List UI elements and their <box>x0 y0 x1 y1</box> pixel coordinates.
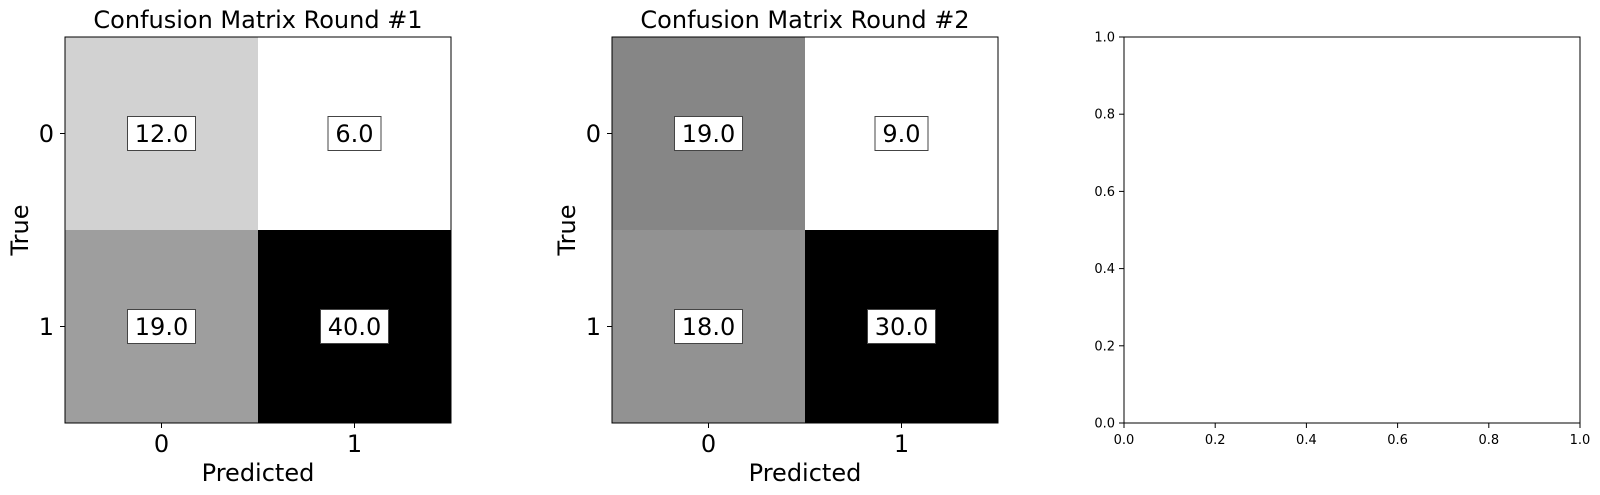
y-ticks: 0 1 <box>586 120 612 341</box>
cell-value-label: 6.0 <box>335 120 373 148</box>
cell-value-label: 9.0 <box>882 120 920 148</box>
y-tick-label: 0 <box>39 120 54 148</box>
y-tick-label: 0.6 <box>1094 185 1115 200</box>
y-tick-label: 1.0 <box>1094 31 1115 46</box>
y-axis-label: True <box>553 205 581 257</box>
x-tick-label: 1 <box>347 430 362 458</box>
y-tick-label: 0.4 <box>1094 262 1115 277</box>
cell-value-label: 18.0 <box>682 313 735 341</box>
x-ticks: 0 1 <box>154 423 362 458</box>
x-tick-label: 0.0 <box>1114 433 1135 448</box>
y-tick-label: 0 <box>586 120 601 148</box>
x-tick-label: 1 <box>894 430 909 458</box>
y-ticks: 0 1 <box>39 120 65 341</box>
confusion-matrix-round-2: Confusion Matrix Round #2 19.0 9.0 18.0 30.… <box>553 6 999 487</box>
confusion-matrix-round-1: Confusion Matrix Round #1 12.0 6.0 19.0 40.… <box>6 6 452 487</box>
y-tick-label: 0.2 <box>1094 339 1115 354</box>
plot-frame <box>611 36 999 424</box>
y-tick-label: 1 <box>39 313 54 341</box>
y-tick-label: 1 <box>586 313 601 341</box>
cell-value-box <box>127 116 196 151</box>
x-tick-label: 0.2 <box>1205 433 1226 448</box>
plot-frame <box>1123 36 1581 424</box>
x-axis-label: Predicted <box>202 459 315 487</box>
cell-value-label: 19.0 <box>135 313 188 341</box>
cell-value-label: 30.0 <box>875 313 928 341</box>
x-tick-label: 0.4 <box>1296 433 1317 448</box>
empty-axes: 0.0 0.2 0.4 0.6 0.8 1.0 0.0 0.2 0.4 0.6 … <box>1094 31 1590 449</box>
cell-value-box <box>320 309 389 344</box>
chart-title: Confusion Matrix Round #2 <box>640 6 969 34</box>
cell-value-box <box>127 309 196 344</box>
x-ticks: 0 1 <box>701 423 909 458</box>
cell-value-box <box>327 116 382 151</box>
x-tick-label: 0 <box>701 430 716 458</box>
x-tick-label: 0.8 <box>1478 433 1499 448</box>
cell-value-box <box>674 309 743 344</box>
heatmap-cells: 12.0 6.0 19.0 40.0 <box>65 37 451 423</box>
cell-value-label: 12.0 <box>135 120 188 148</box>
cell-value-label: 40.0 <box>328 313 381 341</box>
cell-value-box <box>874 116 929 151</box>
x-axis-label: Predicted <box>749 459 862 487</box>
chart-title: Confusion Matrix Round #1 <box>93 6 422 34</box>
x-tick-label: 0.6 <box>1387 433 1408 448</box>
y-tick-label: 0.0 <box>1094 417 1115 432</box>
heatmap-cells: 19.0 9.0 18.0 30.0 <box>612 37 998 423</box>
cell-value-label: 19.0 <box>682 120 735 148</box>
cell-value-box <box>674 116 743 151</box>
y-tick-label: 0.8 <box>1094 108 1115 123</box>
y-axis-label: True <box>6 205 34 257</box>
plot-frame <box>64 36 452 424</box>
y-ticks: 0.0 0.2 0.4 0.6 0.8 1.0 <box>1094 31 1124 432</box>
cell-value-box <box>867 309 936 344</box>
x-tick-label: 1.0 <box>1570 433 1591 448</box>
x-ticks: 0.0 0.2 0.4 0.6 0.8 1.0 <box>1114 423 1591 448</box>
x-tick-label: 0 <box>154 430 169 458</box>
